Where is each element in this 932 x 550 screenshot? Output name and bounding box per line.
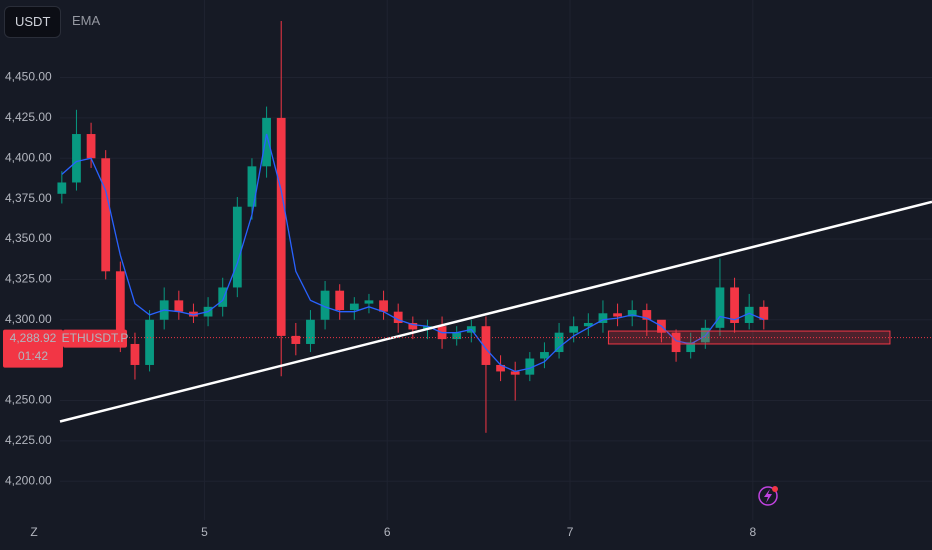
y-tick-label: 4,225.00: [5, 433, 52, 447]
ema-line: [61, 133, 765, 373]
x-tick-label: 8: [750, 525, 757, 539]
candle-body: [613, 313, 622, 317]
candle-body: [232, 206, 242, 288]
x-tick-label: 5: [201, 525, 208, 539]
candle-body: [408, 322, 418, 330]
candle-body: [671, 332, 681, 353]
candle-body: [174, 300, 184, 312]
candle-body: [276, 117, 286, 336]
candle-body: [569, 326, 579, 333]
candle-body: [335, 290, 345, 311]
y-tick-label: 4,300.00: [5, 312, 52, 326]
x-tick-label: 7: [567, 525, 574, 539]
candle-body: [218, 287, 228, 307]
price-tag: [3, 329, 63, 368]
y-tick-label: 4,325.00: [5, 272, 52, 286]
zone-box: [607, 330, 891, 345]
candle-body: [759, 306, 769, 320]
candle-body: [115, 271, 125, 344]
candle-body: [642, 310, 652, 320]
candle-body: [715, 287, 725, 328]
candle-body: [247, 166, 257, 207]
candle-body: [262, 117, 271, 167]
candle-body: [481, 326, 491, 365]
symbol-tag-text: ETHUSDT.P: [62, 331, 129, 345]
candle-body: [744, 306, 754, 323]
flash-icon: [758, 486, 778, 506]
indicator-label[interactable]: EMA: [72, 13, 101, 28]
candle-body: [291, 335, 301, 344]
candle-body: [101, 158, 111, 272]
candle-body: [583, 322, 593, 327]
y-tick-label: 4,250.00: [5, 393, 52, 407]
symbol-tag: [63, 329, 127, 348]
candle-body: [496, 364, 505, 372]
y-tick-label: 4,350.00: [5, 231, 52, 245]
scale-button: Z: [30, 525, 37, 539]
candle-body: [145, 319, 154, 365]
candle-body: [554, 332, 564, 353]
y-tick-label: 4,200.00: [5, 473, 52, 487]
y-tick-label: 4,450.00: [5, 70, 52, 84]
countdown: 01:42: [18, 349, 48, 363]
candle-body: [320, 290, 330, 320]
y-tick-label: 4,375.00: [5, 191, 52, 205]
candle-body: [627, 310, 637, 317]
candle-body: [57, 182, 67, 194]
flash-bolt: [764, 489, 772, 503]
currency-button[interactable]: USDT: [4, 6, 62, 38]
candle-body: [364, 300, 374, 304]
candle-body: [379, 300, 388, 312]
price-tag-value: 4,288.92: [10, 331, 57, 345]
candle-body: [86, 134, 96, 159]
flash-dot: [772, 486, 778, 492]
trend-line: [59, 200, 932, 423]
candle-body: [525, 358, 535, 375]
y-tick-label: 4,400.00: [5, 150, 52, 164]
candle-body: [452, 332, 462, 340]
candle-body: [510, 371, 520, 375]
candle-body: [349, 303, 359, 311]
candle-body: [130, 343, 140, 365]
candle-body: [189, 311, 198, 317]
candle-body: [393, 311, 403, 323]
candle-body: [598, 313, 608, 323]
y-tick-label: 4,425.00: [5, 110, 52, 124]
candle-body: [730, 287, 739, 323]
candle-body: [686, 342, 696, 353]
candle-body: [540, 352, 549, 359]
x-tick-label: 6: [384, 525, 391, 539]
candle-body: [306, 319, 315, 344]
candle-body: [72, 134, 81, 183]
